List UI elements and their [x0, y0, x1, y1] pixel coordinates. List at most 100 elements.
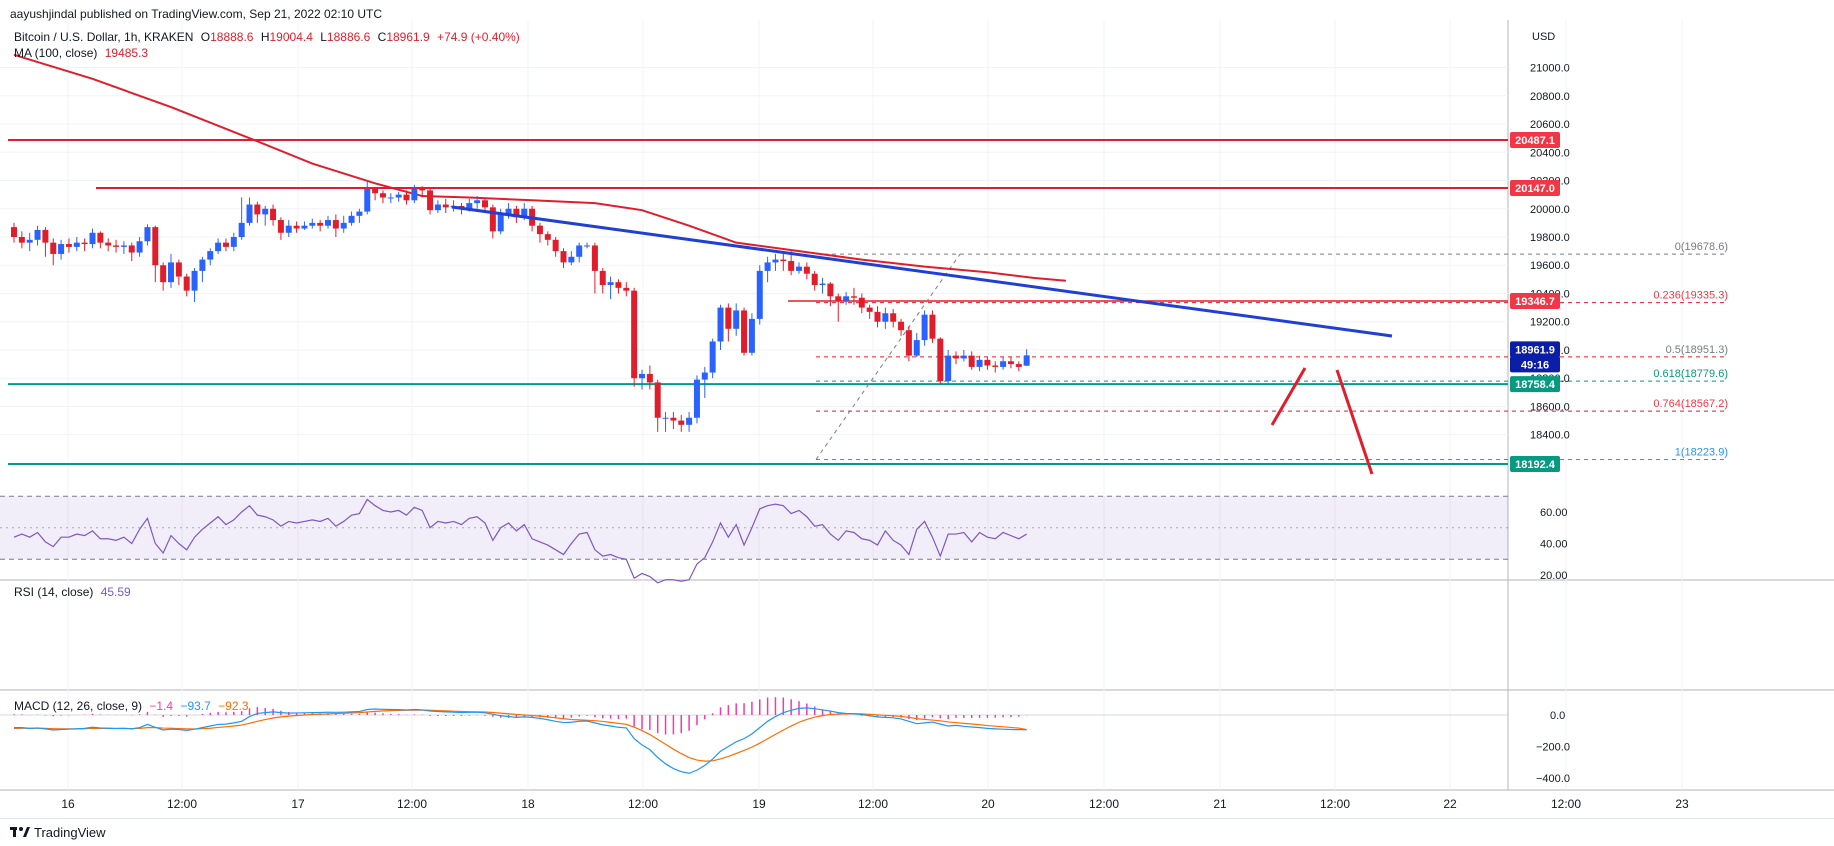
time-tick-label: 21 — [1213, 797, 1227, 811]
candle-body — [191, 270, 198, 291]
candle-body — [207, 251, 214, 260]
candle-body — [120, 245, 127, 247]
candle-body — [175, 262, 182, 277]
price-badge-label: 20487.1 — [1515, 135, 1555, 147]
rsi-line — [13, 498, 1027, 584]
price-tick-label: 20000.0 — [1530, 204, 1570, 216]
candle-body — [73, 242, 80, 247]
time-tick-label: 20 — [981, 797, 995, 811]
candle-body — [113, 245, 120, 247]
candle-body — [364, 188, 371, 212]
price-tick-label: 20400.0 — [1530, 147, 1570, 159]
candles — [11, 180, 1030, 432]
candle-body — [976, 359, 983, 367]
ma-line — [13, 53, 1066, 282]
candle-body — [858, 297, 865, 308]
time-tick-label: 12:00 — [858, 797, 888, 811]
footer: TradingView — [0, 818, 1834, 846]
candle-body — [756, 270, 763, 319]
candle-body — [136, 241, 143, 253]
ma-legend: MA (100, close) 19485.3 — [14, 45, 148, 61]
rsi-tick-label: 20.00 — [1540, 570, 1568, 582]
candle-body — [686, 417, 693, 425]
price-badge-label: 49:16 — [1521, 359, 1549, 371]
candle-body — [419, 188, 426, 191]
candle-body — [372, 188, 379, 194]
candle-body — [238, 222, 245, 237]
candle-body — [678, 420, 685, 425]
candle-body — [741, 310, 748, 353]
ma-label: MA (100, close) — [14, 46, 98, 60]
candle-body — [222, 242, 229, 247]
candle-body — [65, 244, 72, 247]
candle-body — [309, 222, 316, 226]
candle-body — [850, 296, 857, 298]
candle-body — [411, 188, 418, 201]
candle-body — [780, 259, 787, 262]
candle-body — [960, 355, 967, 359]
candle-body — [599, 270, 606, 286]
candle-body — [97, 232, 104, 243]
candle-body — [105, 242, 112, 246]
candle-body — [1007, 361, 1014, 365]
time-tick-label: 12:00 — [1551, 797, 1581, 811]
candle-body — [89, 232, 96, 245]
candle-body — [254, 204, 261, 215]
time-tick-label: 12:00 — [1089, 797, 1119, 811]
candle-body — [764, 262, 771, 271]
candle-body — [929, 314, 936, 339]
candle-body — [277, 220, 284, 233]
candle-body — [513, 208, 520, 218]
candle-body — [646, 373, 653, 383]
candle-body — [356, 211, 363, 216]
fibonacci-retracement[interactable] — [815, 253, 1728, 461]
candle-body — [544, 234, 551, 240]
fib-labels: 0(19678.6) 0.236(19335.3) 0.5(18951.3) 0.61… — [1653, 241, 1728, 458]
price-badges: 20487.1 20147.0 19346.7 18961.9 49:16 18758.4… — [1510, 131, 1560, 472]
time-tick-label: 12:00 — [167, 797, 197, 811]
candle-body — [717, 307, 724, 342]
fib-label: 0.236(19335.3) — [1653, 290, 1728, 302]
price-badge-label: 18961.9 — [1515, 344, 1555, 356]
price-badge-label: 18192.4 — [1515, 459, 1556, 471]
chart-canvas[interactable]: 21000.020800.020600.020400.020200.020000… — [0, 0, 1834, 818]
close-label: C — [377, 30, 387, 44]
candle-body — [560, 251, 567, 263]
candle-body — [81, 242, 88, 245]
candle-body — [623, 287, 630, 291]
candle-body — [772, 259, 779, 263]
candle-body — [725, 307, 732, 329]
price-badge-bg — [1510, 341, 1560, 358]
candle-body — [427, 190, 434, 211]
candle-body — [387, 197, 394, 199]
candle-body — [270, 208, 277, 221]
price-badge-label: 19346.7 — [1515, 296, 1555, 308]
candle-body — [803, 266, 810, 274]
fib-trend-line — [815, 253, 961, 460]
symbol-name: Bitcoin / U.S. Dollar, 1h, KRAKEN — [14, 30, 194, 44]
trendline[interactable] — [451, 205, 1393, 338]
candle-body — [607, 282, 614, 286]
high-value: 19004.4 — [269, 30, 313, 44]
horizontal-levels[interactable] — [8, 138, 1508, 465]
price-tick-label: 18400.0 — [1530, 430, 1570, 442]
candle-body — [50, 242, 57, 254]
projection-arrows[interactable] — [1270, 367, 1374, 475]
candle-body — [293, 225, 300, 229]
candle-body — [819, 283, 826, 286]
rsi-tick-label: 60.00 — [1540, 507, 1568, 519]
grid — [0, 20, 1834, 791]
fib-label: 1(18223.9) — [1675, 447, 1728, 459]
price-tick-label: 20800.0 — [1530, 91, 1570, 103]
change-value: +74.9 (+0.40%) — [437, 30, 520, 44]
candle-body — [230, 236, 237, 247]
candle-body — [42, 229, 49, 243]
candle-body — [835, 296, 842, 301]
time-tick-label: 12:00 — [1320, 797, 1350, 811]
candle-body — [34, 229, 41, 240]
candle-body — [1015, 364, 1022, 367]
time-tick-label: 23 — [1675, 797, 1689, 811]
macd-tick-label: −400.0 — [1536, 773, 1570, 785]
candle-body — [576, 245, 583, 257]
candle-body — [521, 208, 528, 218]
